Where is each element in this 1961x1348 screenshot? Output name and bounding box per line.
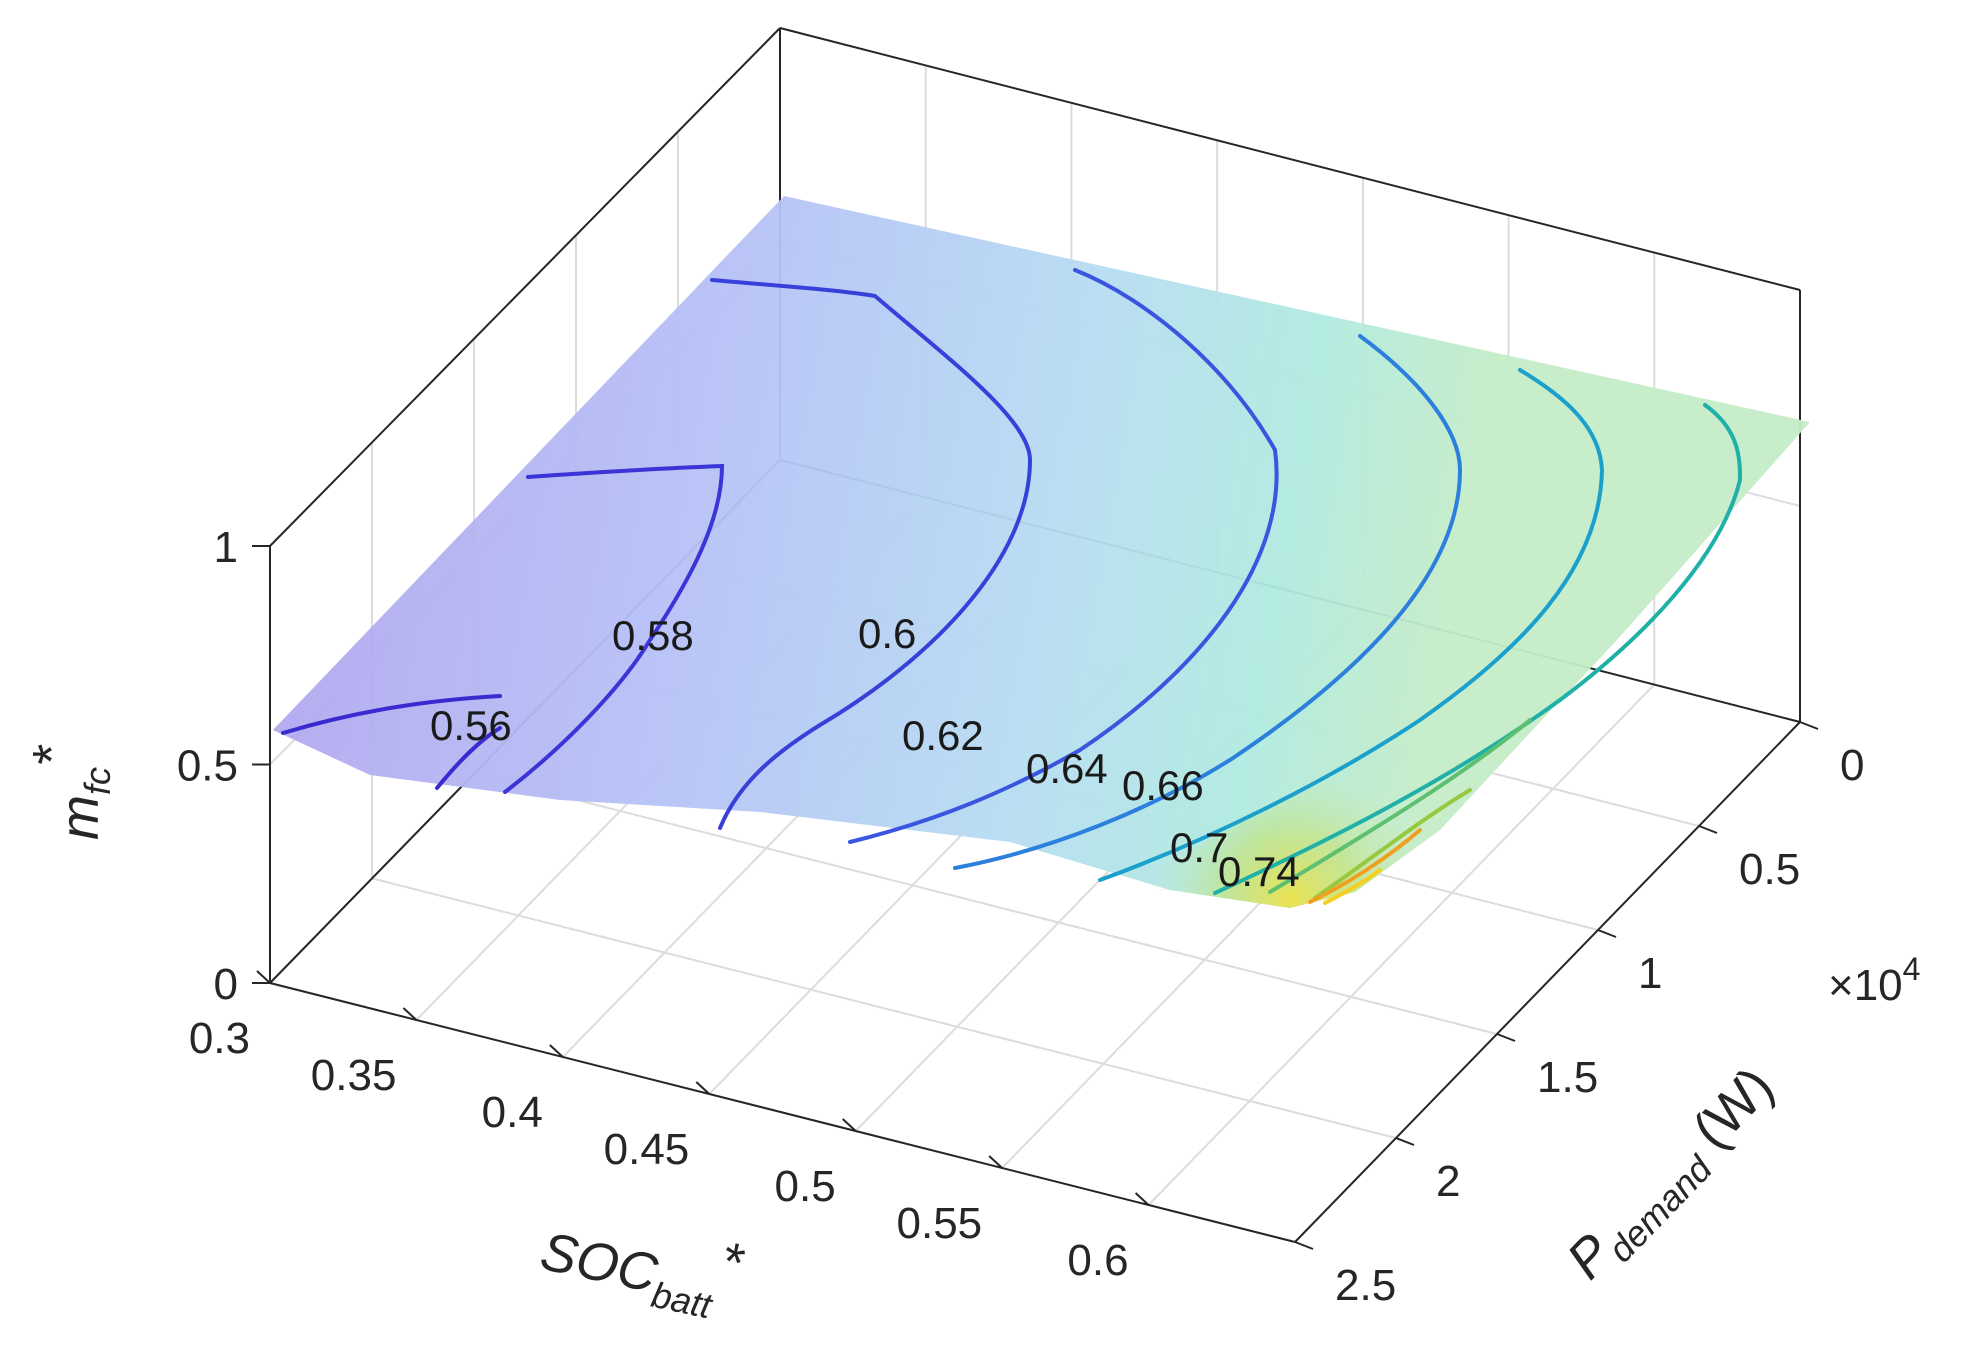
x-tick-mark-1 <box>402 1007 418 1021</box>
contour-label-064: 0.64 <box>1026 745 1108 792</box>
y-tick-label-0: 0 <box>1840 741 1864 790</box>
contour-line-056-b <box>435 726 502 790</box>
surface <box>273 196 1810 908</box>
x-tick-label-1: 0.35 <box>311 1051 397 1100</box>
box-edge-4 <box>779 27 1801 291</box>
contour-labels: 0.56 0.58 0.6 0.62 0.64 0.66 0.7 0.74 <box>430 610 1300 895</box>
z-tick-label-1: 0.5 <box>177 742 238 791</box>
z-axis-label-main: m <box>50 795 110 840</box>
contour-label-058: 0.58 <box>612 612 694 659</box>
contour-line-058 <box>503 463 725 794</box>
z-axis-label-sub: fc <box>77 767 118 795</box>
x-tick-mark-0 <box>256 970 271 984</box>
x-axis-label: SOCbatt* <box>533 1194 749 1331</box>
y-tick-mark-1 <box>1698 825 1718 834</box>
contour-line-062 <box>848 268 1279 844</box>
y-tick-mark-4 <box>1395 1137 1415 1146</box>
contour-label-062: 0.62 <box>902 712 984 759</box>
y-axis-label-sub: demand <box>1600 1147 1721 1270</box>
x-axis-label-sup: * <box>715 1230 750 1293</box>
contour-label-060: 0.6 <box>858 610 916 657</box>
contour-line-066 <box>1098 368 1605 882</box>
x-axis-label-sub: batt <box>648 1274 717 1327</box>
x-tick-mark-5 <box>988 1155 1003 1169</box>
contour-line-072 <box>1313 788 1472 900</box>
contour-label-074: 0.74 <box>1218 848 1300 895</box>
x-tick-mark-2 <box>549 1044 564 1058</box>
box-edge-8 <box>1294 721 1801 1243</box>
x-tick-label-6: 0.6 <box>1067 1236 1128 1285</box>
x-floor-gridline-6 <box>1147 683 1656 1206</box>
y-axis-multiplier-base: ×10 <box>1828 961 1903 1010</box>
contour-label-056: 0.56 <box>430 702 512 749</box>
contour-line-074 <box>1308 828 1422 904</box>
contour-line-070 <box>1268 718 1532 894</box>
x-tick-label-3: 0.45 <box>604 1125 690 1174</box>
z-tick-label-0: 0 <box>214 960 238 1009</box>
z-axis-label: mfc* <box>22 744 118 840</box>
y-floor-gridline-4 <box>371 877 1397 1139</box>
x-tick-mark-4 <box>842 1118 857 1132</box>
box-edge-7 <box>269 982 1296 1243</box>
contour-line-076 <box>1323 868 1382 905</box>
y-tick-label-4: 2 <box>1436 1157 1460 1206</box>
y-floor-gridline-3 <box>473 772 1498 1035</box>
x-tick-mark-3 <box>695 1081 710 1095</box>
y-tick-label-1: 0.5 <box>1739 845 1800 894</box>
box-edge-3 <box>269 27 781 547</box>
y-tick-mark-5 <box>1294 1241 1314 1250</box>
contour-line-060 <box>710 278 1033 830</box>
x-axis-label-main: SOC <box>536 1221 664 1304</box>
contour-line-064 <box>953 334 1463 870</box>
x-tick-label-0: 0.3 <box>189 1014 250 1063</box>
contour-line-056 <box>281 694 502 735</box>
y-tick-mark-3 <box>1496 1033 1516 1042</box>
axis-ticks: 0.3 0.35 0.4 0.45 0.5 0.55 0.6 0 0.5 1 1.5 2 2.5 0 0.5… <box>177 523 1865 1310</box>
contour-lines <box>281 268 1743 905</box>
y-tick-label-3: 1.5 <box>1537 1053 1598 1102</box>
x-tick-mark-6 <box>1134 1192 1150 1206</box>
y-tick-label-2: 1 <box>1638 949 1662 998</box>
y-axis-multiplier: ×104 <box>1828 951 1920 1010</box>
contour-label-070: 0.7 <box>1170 824 1228 871</box>
y-axis-multiplier-exp: 4 <box>1903 951 1921 987</box>
z-tick-label-2: 1 <box>214 523 238 572</box>
z-axis-label-sup: * <box>22 744 82 767</box>
x-tick-label-4: 0.5 <box>775 1162 836 1211</box>
y-tick-mark-0 <box>1799 721 1819 730</box>
x-tick-label-2: 0.4 <box>482 1088 543 1137</box>
contour-label-066: 0.66 <box>1122 762 1204 809</box>
y-tick-label-5: 2.5 <box>1335 1261 1396 1310</box>
contour-line-068 <box>1213 403 1743 895</box>
x-tick-label-5: 0.55 <box>897 1199 983 1248</box>
y-tick-mark-2 <box>1597 929 1617 938</box>
